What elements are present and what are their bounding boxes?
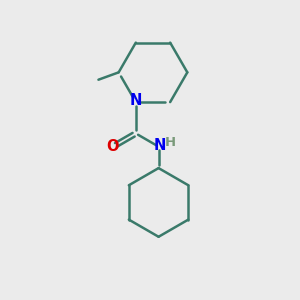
Text: N: N (154, 138, 166, 153)
Text: H: H (164, 136, 175, 148)
Text: O: O (106, 139, 119, 154)
Text: N: N (130, 93, 142, 108)
